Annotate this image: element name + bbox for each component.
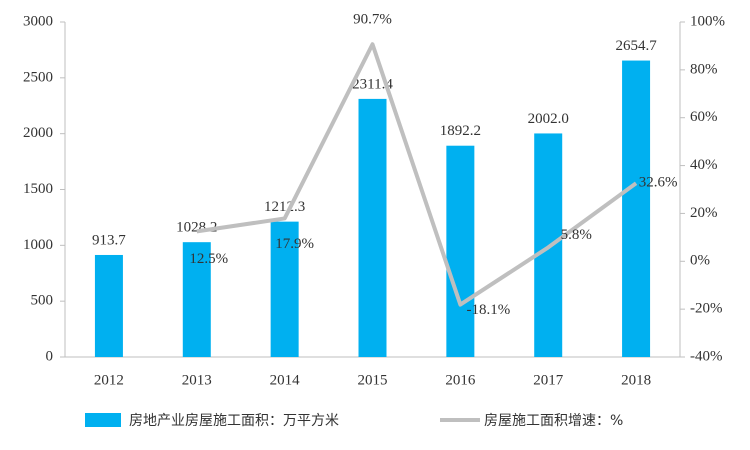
line-value-label: 12.5% [189,251,228,267]
y2-tick-label: 0% [690,253,710,269]
x-tick-label: 2013 [182,372,212,388]
y-tick-label: 500 [31,293,54,309]
x-tick-label: 2016 [445,372,476,388]
line-value-label: -18.1% [466,302,510,318]
bar [270,221,299,357]
bar [446,145,475,357]
line-value-label: 5.8% [561,227,592,243]
y-tick-label: 2500 [23,69,53,85]
bar [358,98,387,357]
x-tick-label: 2018 [621,372,651,388]
y-tick-label: 0 [46,348,54,364]
y-tick-label: 3000 [23,13,53,29]
legend-label: 房地产业房屋施工面积：万平方米 [129,413,339,429]
y2-tick-label: -40% [690,348,723,364]
y-tick-label: 1500 [23,181,53,197]
y2-tick-label: 100% [690,13,725,29]
legend-swatch [85,413,121,427]
y2-tick-label: 80% [690,61,718,77]
y2-tick-label: 60% [690,109,718,125]
bar-value-label: 1892.2 [440,123,481,139]
x-tick-label: 2012 [94,372,124,388]
x-tick-label: 2017 [533,372,564,388]
bar-value-label: 1212.3 [264,199,305,215]
y-tick-label: 1000 [23,237,53,253]
bar [94,254,123,357]
bar [182,242,211,357]
bar-value-label: 2654.7 [615,38,657,54]
bar-value-label: 2002.0 [528,111,569,127]
line-value-label: 32.6% [639,175,678,191]
y-tick-label: 2000 [23,125,53,141]
x-tick-label: 2015 [358,372,388,388]
x-tick-label: 2014 [270,372,301,388]
line-value-label: 90.7% [353,12,392,28]
bar [622,60,651,357]
y2-tick-label: 40% [690,157,718,173]
line [196,42,638,307]
line-value-label: 17.9% [275,236,314,252]
legend-label: 房屋施工面积增速：% [484,413,623,429]
y2-tick-label: 20% [690,205,718,221]
y2-tick-label: -20% [690,301,723,317]
bar-value-label: 913.7 [92,232,126,248]
